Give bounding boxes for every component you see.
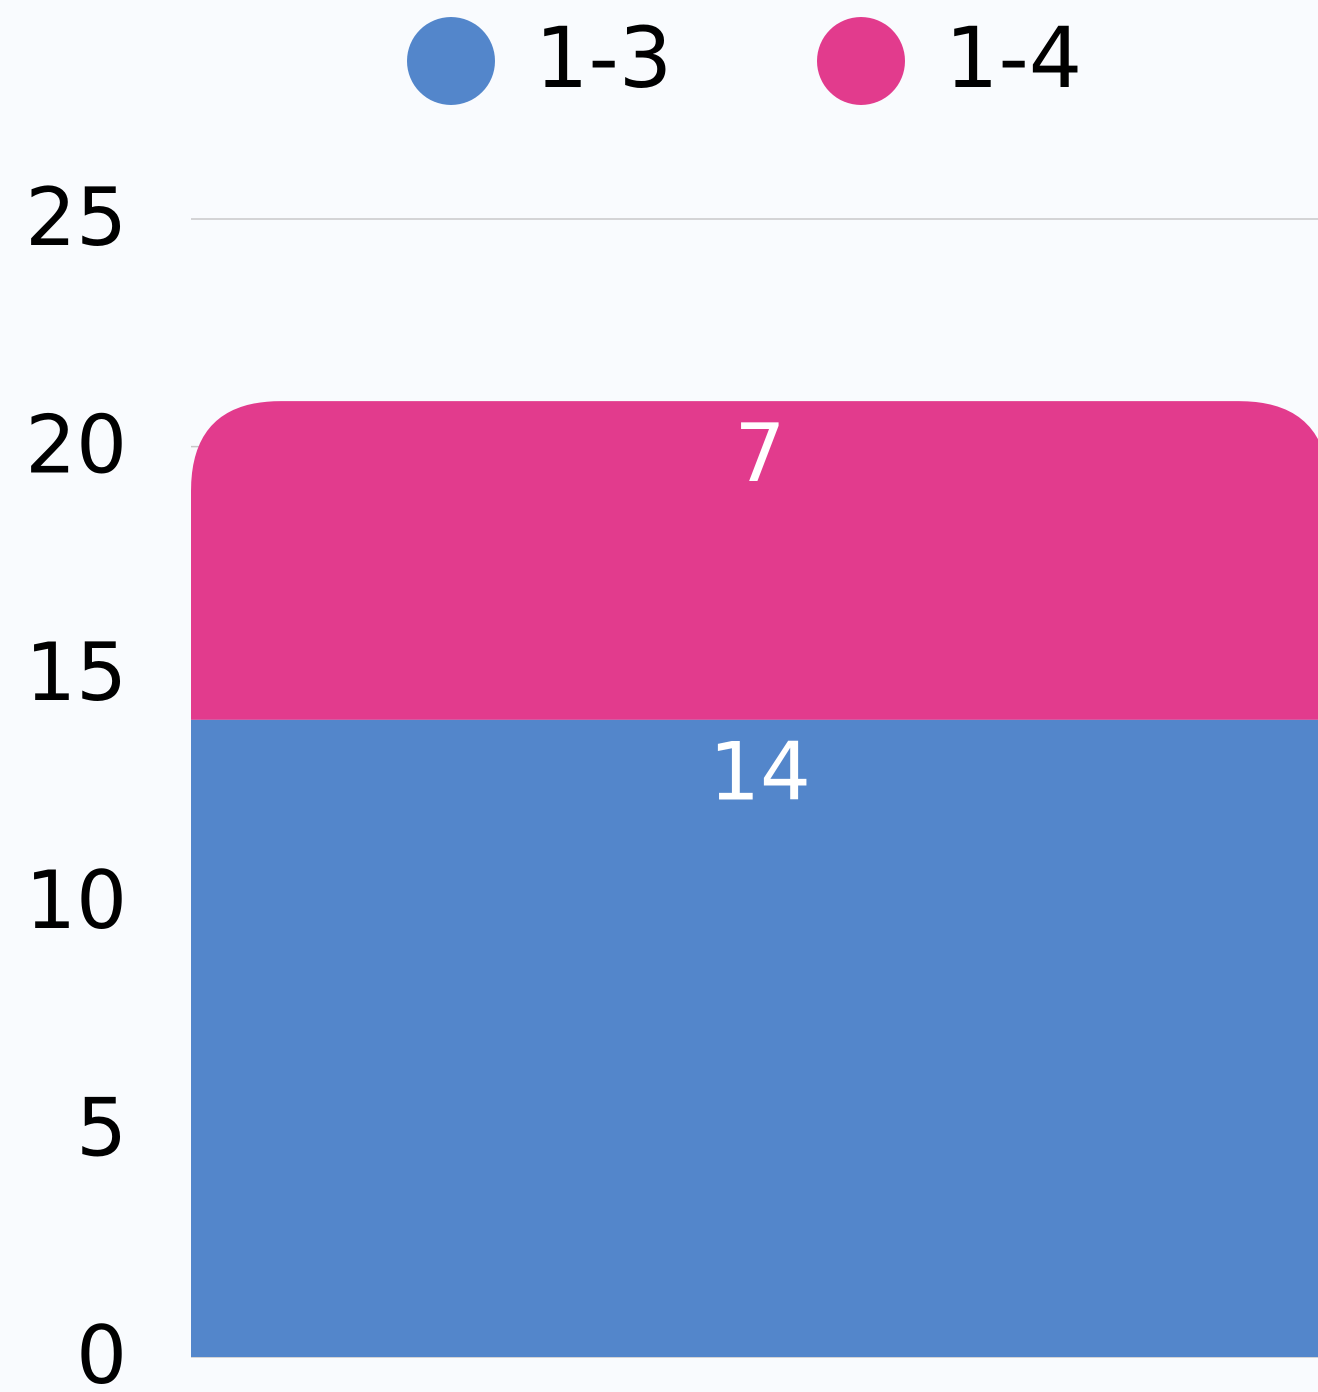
legend-label: 1-3 xyxy=(535,9,672,107)
y-tick-label: 20 xyxy=(25,399,127,492)
legend-swatch xyxy=(817,17,905,105)
legend-label: 1-4 xyxy=(945,9,1082,107)
y-tick-label: 10 xyxy=(25,854,127,947)
y-tick-label: 25 xyxy=(25,171,127,264)
legend-swatch xyxy=(407,17,495,105)
bar-segment xyxy=(191,401,1318,720)
data-label: 7 xyxy=(735,407,786,500)
y-tick-label: 15 xyxy=(25,626,127,719)
data-label: 14 xyxy=(709,726,811,819)
y-tick-label: 5 xyxy=(76,1081,127,1174)
y-tick-label: 0 xyxy=(76,1309,127,1392)
bar-segment xyxy=(191,719,1318,1357)
